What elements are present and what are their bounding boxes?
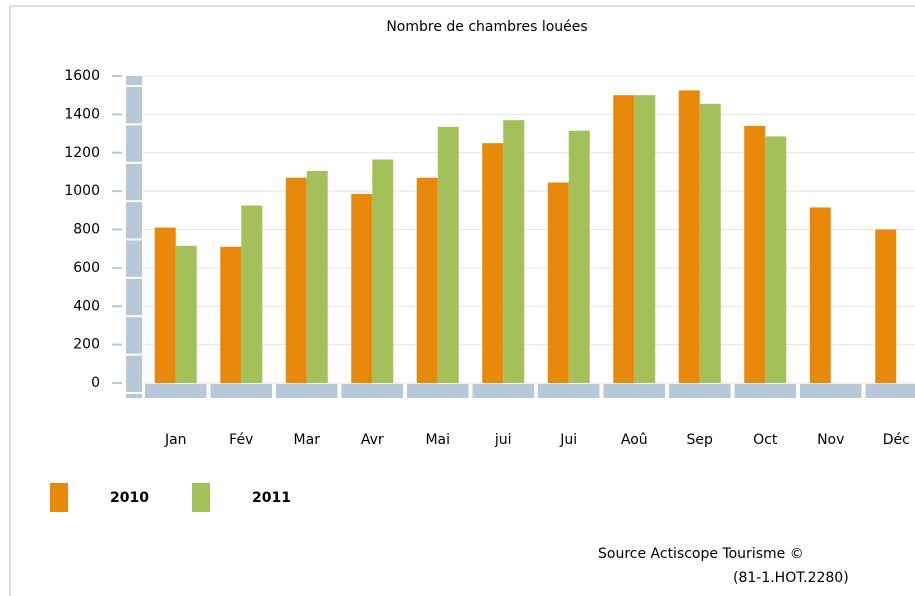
bar [765,136,787,383]
x-tick-label: Mai [425,432,450,448]
x-tick-label: Avr [361,432,384,448]
y-tick-label: 200 [73,337,100,353]
x-axis-band [865,384,915,398]
bar [416,177,438,383]
x-tick-label: Mar [294,432,321,448]
x-axis-band [210,384,272,398]
bar [809,207,831,383]
x-axis-band [538,384,600,398]
x-axis-band [734,384,796,398]
x-tick-label: Jan [164,432,187,448]
bar [241,205,263,383]
y-tick-label: 1400 [64,106,100,122]
bar [437,126,459,384]
legend-label: 2011 [252,490,291,506]
x-tick-label: Nov [817,432,844,448]
bar [482,143,504,383]
x-axis-band [603,384,665,398]
bar [175,245,197,383]
y-axis-band [126,76,142,398]
legend-swatch [192,483,210,512]
y-tick-label: 1600 [64,68,100,84]
x-tick-label: Jui [559,432,577,448]
bar [306,170,328,383]
bar [503,120,525,383]
chart-title: Nombre de chambres louées [386,19,587,35]
y-tick-label: 600 [73,260,100,276]
source: Source Actiscope Tourisme © [598,546,804,562]
x-tick-label: Déc [883,432,910,448]
x-tick-label: Aoû [621,432,648,448]
bar [285,177,307,383]
bar [568,130,590,383]
x-axis-band [341,384,403,398]
legend-label: 2010 [110,490,149,506]
y-tick-label: 400 [73,298,100,314]
bar [678,90,700,383]
x-axis-band [800,384,862,398]
x-tick-label: Fév [229,432,253,448]
y-tick-label: 1000 [64,183,100,199]
x-tick-label: Oct [753,432,778,448]
bar [634,95,656,383]
y-tick-label: 1200 [64,145,100,161]
x-axis-band [276,384,338,398]
bar [372,159,394,383]
bar [744,125,766,383]
y-tick-label: 800 [73,222,100,238]
y-tick-label: 0 [91,375,100,391]
x-tick-label: jui [494,432,512,448]
bar [154,227,176,383]
bar [699,103,721,384]
x-axis-band [472,384,534,398]
bar [875,229,897,383]
bar [547,182,569,383]
bar [220,246,242,383]
x-tick-label: Sep [687,432,714,448]
bar [613,95,635,383]
x-axis-band [407,384,469,398]
x-axis-band [145,384,207,398]
bar [351,194,373,383]
legend-swatch [50,483,68,512]
source: (81-1.HOT.2280) [733,570,849,586]
x-axis-band [669,384,731,398]
